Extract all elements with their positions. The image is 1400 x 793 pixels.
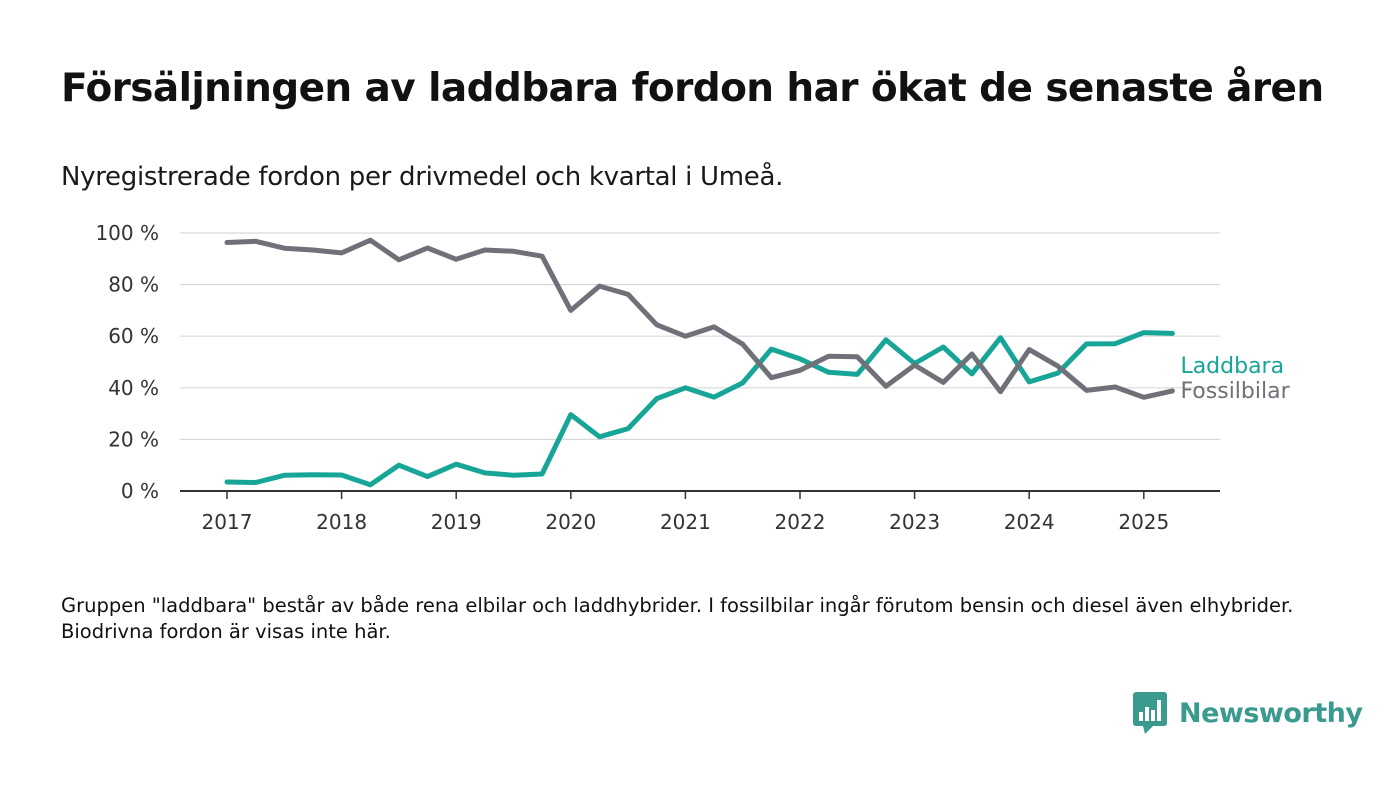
x-tick-label: 2021	[660, 510, 711, 534]
y-tick-label: 40 %	[108, 376, 159, 400]
x-tick-label: 2020	[545, 510, 596, 534]
x-tick-label: 2024	[1004, 510, 1055, 534]
x-tick-label: 2019	[431, 510, 482, 534]
chart-subtitle: Nyregistrerade fordon per drivmedel och …	[61, 162, 784, 192]
y-axis-tick-labels: 0 % 20 % 40 % 60 % 80 % 100 %	[95, 221, 159, 503]
line-chart: 0 % 20 % 40 % 60 % 80 % 100 % 2017 2018 2019 202…	[95, 221, 1290, 534]
series-lines	[224, 237, 1175, 488]
chart-title: Försäljningen av laddbara fordon har öka…	[61, 66, 1324, 111]
x-tick-label: 2017	[202, 510, 253, 534]
brand-logo: Newsworthy	[1133, 692, 1363, 734]
series-line-laddbara	[224, 330, 1175, 488]
series-line-fossilbilar	[224, 237, 1175, 400]
y-tick-label: 100 %	[95, 221, 159, 245]
x-axis: 2017 2018 2019 2020 2021 2022 2023 2024 2025	[180, 490, 1220, 534]
x-tick-label: 2018	[316, 510, 367, 534]
bar-chart-speech-bubble-icon	[1133, 692, 1167, 734]
series-label-laddbara: Laddbara	[1180, 354, 1284, 379]
gridlines	[180, 232, 1220, 440]
y-tick-label: 20 %	[108, 427, 159, 451]
y-tick-label: 60 %	[108, 324, 159, 348]
series-label-fossilbilar: Fossilbilar	[1180, 379, 1290, 404]
x-tick-label: 2022	[775, 510, 826, 534]
y-tick-label: 80 %	[108, 273, 159, 297]
x-tick-label: 2023	[889, 510, 940, 534]
x-tick-label: 2025	[1118, 510, 1169, 534]
brand-name: Newsworthy	[1179, 697, 1363, 729]
footnote: Gruppen "laddbara" består av både rena e…	[61, 594, 1294, 643]
y-tick-label: 0 %	[121, 479, 159, 503]
